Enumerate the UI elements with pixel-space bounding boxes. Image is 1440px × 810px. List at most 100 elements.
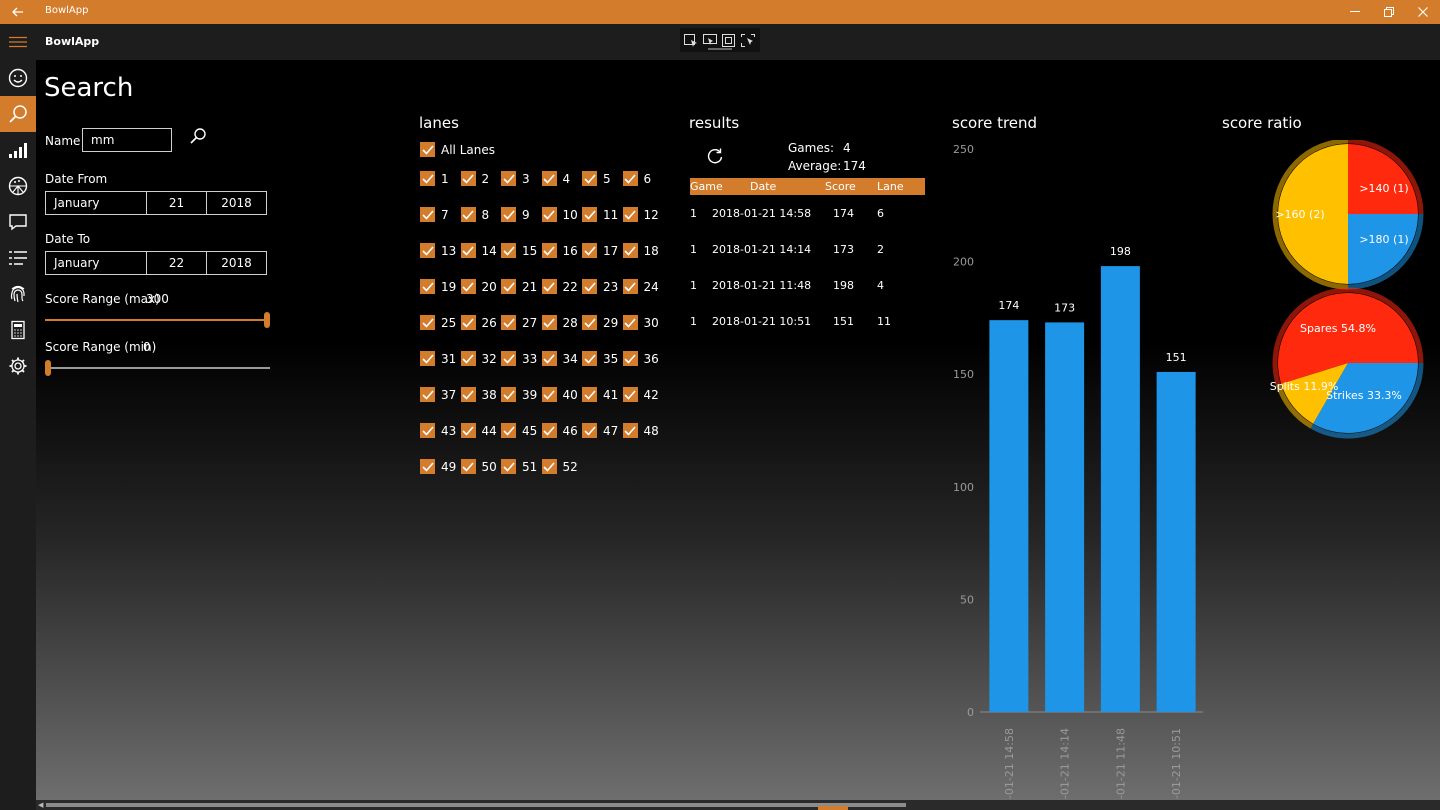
hamburger-menu-icon[interactable]	[0, 24, 36, 60]
checkbox-checked[interactable]	[501, 243, 516, 258]
checkmark-icon	[502, 389, 515, 400]
column-header-game[interactable]: Game	[690, 180, 723, 193]
checkbox-checked[interactable]	[501, 279, 516, 294]
nav-statistics[interactable]	[0, 132, 36, 168]
checkmark-icon	[462, 209, 474, 220]
toolbar-grip[interactable]	[708, 48, 732, 50]
lane-label: 11	[603, 208, 619, 222]
date-from-picker[interactable]: January 21 2018	[45, 191, 267, 215]
date-to-day[interactable]: 22	[147, 252, 207, 274]
select-element-icon[interactable]	[684, 32, 698, 47]
checkbox-checked[interactable]	[541, 459, 557, 474]
checkbox-checked[interactable]	[622, 243, 638, 258]
checkbox-checked[interactable]	[420, 171, 435, 186]
checkbox-checked[interactable]	[460, 423, 476, 438]
checkbox-checked[interactable]	[541, 243, 557, 258]
checkbox-checked[interactable]	[582, 351, 597, 366]
date-from-month[interactable]: January	[46, 192, 147, 214]
date-from-label: Date From	[45, 172, 108, 186]
checkbox-checked[interactable]	[582, 243, 597, 258]
checkbox-checked[interactable]	[501, 315, 516, 330]
checkbox-checked[interactable]	[501, 459, 516, 474]
nav-calculator[interactable]	[0, 312, 36, 348]
checkbox-checked[interactable]	[460, 243, 476, 258]
checkbox-checked[interactable]	[501, 387, 516, 402]
checkbox-checked[interactable]	[460, 279, 476, 294]
checkbox-checked[interactable]	[501, 423, 516, 438]
checkbox-checked[interactable]	[460, 459, 476, 474]
checkbox-checked[interactable]	[622, 315, 638, 330]
nav-fingerprint[interactable]	[0, 276, 36, 312]
nav-search[interactable]	[0, 96, 36, 132]
checkbox-checked[interactable]	[582, 279, 597, 294]
checkbox-checked[interactable]	[541, 423, 557, 438]
display-layout-icon[interactable]	[703, 32, 717, 45]
checkbox-checked[interactable]	[622, 387, 638, 402]
checkbox-checked[interactable]	[582, 315, 597, 330]
checkbox-checked[interactable]	[460, 351, 476, 366]
checkbox-checked[interactable]	[622, 171, 638, 186]
checkbox-checked[interactable]	[622, 423, 638, 438]
score-min-slider-thumb[interactable]	[45, 360, 51, 376]
checkbox-checked[interactable]	[582, 171, 597, 186]
checkbox-checked[interactable]	[420, 243, 435, 258]
date-from-day[interactable]: 21	[147, 192, 207, 214]
nav-list[interactable]	[0, 240, 36, 276]
score-min-slider[interactable]	[45, 358, 270, 378]
checkbox-checked[interactable]	[460, 315, 476, 330]
search-button[interactable]	[189, 127, 207, 145]
checkbox-checked[interactable]	[541, 351, 557, 366]
minimize-icon[interactable]	[1338, 0, 1372, 24]
checkbox-checked[interactable]	[460, 387, 476, 402]
checkbox-checked[interactable]	[501, 171, 516, 186]
close-icon[interactable]	[1406, 0, 1440, 24]
column-header-date[interactable]: Date	[750, 180, 777, 193]
score-max-slider[interactable]	[45, 310, 270, 330]
checkbox-checked[interactable]	[420, 142, 435, 157]
checkbox-checked[interactable]	[541, 279, 557, 294]
nav-messages[interactable]	[0, 204, 36, 240]
checkbox-checked[interactable]	[420, 279, 435, 294]
checkbox-checked[interactable]	[420, 423, 435, 438]
checkbox-checked[interactable]	[541, 315, 557, 330]
checkbox-checked[interactable]	[420, 315, 435, 330]
column-header-score[interactable]: Score	[825, 180, 856, 193]
track-focus-icon[interactable]	[722, 32, 736, 47]
checkbox-checked[interactable]	[622, 279, 638, 294]
scrollbar-thumb[interactable]	[46, 803, 906, 807]
checkbox-checked[interactable]	[622, 351, 638, 366]
horizontal-scrollbar[interactable]: ◀	[36, 800, 1440, 810]
checkbox-checked[interactable]	[501, 351, 516, 366]
column-header-lane[interactable]: Lane	[877, 180, 904, 193]
checkbox-checked[interactable]	[541, 207, 557, 222]
display-adorners-icon[interactable]	[741, 32, 755, 47]
score-trend-chart: 0 50 100 150 200 250 174 18-01-21 14:58 173 18-01…	[953, 143, 1203, 800]
checkbox-checked[interactable]	[420, 387, 435, 402]
date-to-month[interactable]: January	[46, 252, 147, 274]
refresh-button[interactable]	[706, 147, 724, 165]
date-to-picker[interactable]: January 22 2018	[45, 251, 267, 275]
checkbox-checked[interactable]	[622, 207, 638, 222]
score-max-slider-thumb[interactable]	[264, 312, 270, 328]
checkbox-checked[interactable]	[541, 387, 557, 402]
name-input[interactable]	[82, 128, 172, 152]
back-arrow-icon[interactable]	[0, 0, 36, 24]
checkbox-checked[interactable]	[582, 423, 597, 438]
nav-bowling[interactable]	[0, 168, 36, 204]
y-tick-label: 250	[953, 143, 974, 156]
checkbox-checked[interactable]	[460, 207, 476, 222]
checkbox-checked[interactable]	[460, 171, 476, 186]
date-to-year[interactable]: 2018	[221, 256, 252, 270]
checkbox-checked[interactable]	[420, 351, 435, 366]
checkbox-checked[interactable]	[541, 171, 557, 186]
checkbox-checked[interactable]	[582, 387, 597, 402]
checkbox-checked[interactable]	[420, 459, 435, 474]
checkbox-checked[interactable]	[501, 207, 516, 222]
date-from-year[interactable]: 2018	[221, 196, 252, 210]
restore-icon[interactable]	[1372, 0, 1406, 24]
checkbox-checked[interactable]	[582, 207, 597, 222]
nav-profile[interactable]	[0, 60, 36, 96]
nav-settings[interactable]	[0, 348, 36, 384]
checkbox-checked[interactable]	[420, 207, 435, 222]
scroll-left-arrow-icon[interactable]: ◀	[38, 801, 44, 809]
